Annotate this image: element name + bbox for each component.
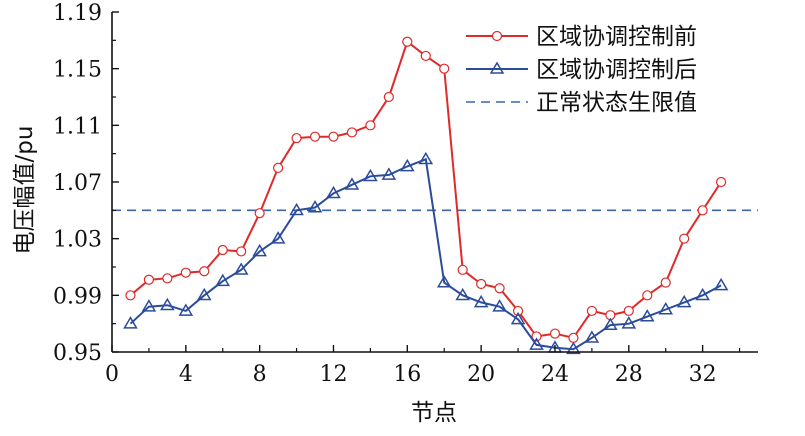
series-2-point [621, 316, 637, 329]
series-2-point [344, 177, 360, 190]
x-tick-label: 20 [467, 362, 495, 387]
series-2-point [455, 287, 470, 301]
legend-marker [489, 61, 505, 74]
series-2-point [233, 262, 249, 275]
series-2-point [603, 317, 618, 331]
series-1-point [476, 278, 487, 290]
series-2-point [252, 243, 267, 257]
series-1-point [402, 36, 413, 47]
legend-marker [491, 30, 503, 42]
x-axis-title: 节点 [411, 400, 457, 426]
series-2-point [584, 330, 600, 343]
series-1-point [217, 244, 228, 256]
series-1-point [531, 331, 542, 342]
series-2-point [529, 337, 544, 350]
x-tick-label: 28 [615, 362, 643, 387]
series-2-point [363, 168, 378, 182]
series-2-point [400, 158, 415, 172]
series-1-point [568, 332, 579, 343]
x-tick-label: 16 [393, 362, 421, 387]
series-1-point [291, 132, 302, 144]
series-1-point [679, 233, 690, 244]
series-2-point [713, 277, 729, 291]
series-2-point [492, 299, 507, 312]
series-1-point [420, 50, 431, 62]
series-2-point [381, 167, 397, 180]
series-1-point [457, 264, 468, 275]
legend-label: 区域协调控制后 [536, 57, 697, 83]
series-2-point [215, 273, 231, 287]
series-2-point [178, 303, 194, 316]
series-2-point [566, 341, 581, 355]
series-1-point [697, 205, 708, 216]
series-1-point [254, 208, 265, 219]
series-1-point [236, 246, 247, 257]
y-tick-label: 0.95 [53, 341, 102, 366]
x-tick-label: 0 [105, 362, 119, 387]
legend-label: 正常状态生限值 [536, 90, 697, 116]
y-axis-title: 电压幅值/pu [12, 126, 38, 255]
y-tick-label: 1.11 [53, 114, 102, 139]
x-tick-label: 24 [541, 362, 569, 387]
series-2-point [160, 297, 175, 311]
series-1-point [660, 277, 671, 288]
legend-label: 区域协调控制前 [536, 24, 697, 50]
series-1-point [180, 267, 191, 278]
series-line-2 [129, 157, 722, 351]
series-2-point [510, 311, 526, 325]
series-2-point [473, 294, 489, 308]
x-tick-label: 12 [319, 362, 347, 387]
series-1-point [642, 290, 653, 301]
series-1-point [143, 274, 155, 285]
series-2-point [326, 185, 341, 199]
series-2-point [196, 287, 212, 301]
series-2-point [639, 309, 655, 322]
series-1-point [199, 266, 210, 277]
series-1-point [439, 63, 450, 74]
series-2-point [658, 302, 674, 315]
series-line-1 [129, 40, 722, 339]
series-1-point [715, 176, 727, 188]
series-2-point [270, 231, 286, 244]
series-1-point [273, 162, 284, 173]
legend-entry-3: 正常状态生限值 [466, 90, 697, 116]
y-tick-label: 1.07 [53, 171, 102, 196]
series-2-point [676, 294, 692, 308]
series-1-point [383, 91, 394, 103]
x-tick-label: 32 [689, 362, 717, 387]
series-1-point [328, 131, 339, 142]
legend-entry-2: 区域协调控制后 [466, 57, 697, 83]
series-2-point [436, 275, 452, 288]
ticks: 0 4 8 12 16 20 24 28 32 0.95 0.99 1.03 1.07 1.11 1.15 1… [53, 1, 741, 387]
series-1-point [365, 120, 376, 131]
x-tick-label: 8 [253, 362, 267, 387]
y-tick-label: 1.03 [53, 228, 102, 253]
series-1-point [512, 305, 524, 317]
series-1-point [125, 290, 136, 301]
plot-area [112, 36, 758, 355]
series-1-point [346, 127, 358, 138]
legend-entry-1: 区域协调控制前 [466, 24, 697, 50]
series-1-point [586, 305, 597, 317]
series-1-point [549, 328, 561, 339]
series-1-point [623, 305, 634, 317]
series-2-point [695, 287, 710, 301]
series-2-point [307, 200, 323, 213]
series-2-point [289, 202, 304, 216]
series-1-point [309, 131, 321, 142]
series-2-point [418, 151, 434, 165]
y-tick-label: 0.99 [53, 284, 102, 309]
series-1-point [162, 273, 173, 284]
y-tick-label: 1.15 [53, 58, 102, 83]
series-1-point [494, 283, 505, 294]
x-tick-label: 4 [179, 362, 193, 387]
series-2-point [123, 316, 138, 329]
series-2-point [141, 299, 157, 312]
y-tick-label: 1.19 [53, 1, 102, 26]
